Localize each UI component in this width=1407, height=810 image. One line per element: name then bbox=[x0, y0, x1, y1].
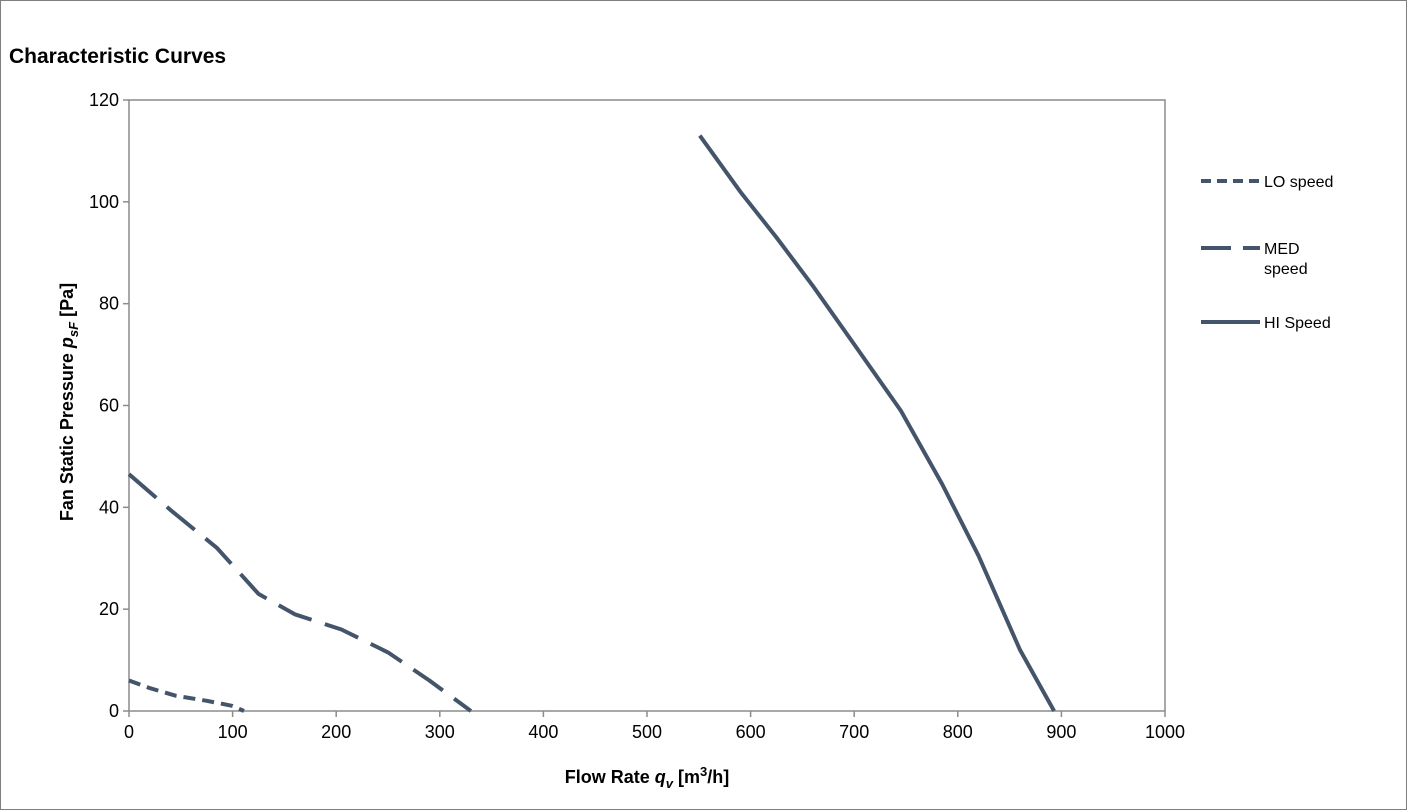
series-layer bbox=[127, 134, 1056, 713]
legend-label-med-speed: MED speed bbox=[1264, 241, 1308, 278]
chart-title: Characteristic Curves bbox=[9, 45, 227, 68]
x-tick-label: 500 bbox=[632, 722, 662, 742]
x-tick-label: 0 bbox=[124, 722, 134, 742]
legend-label-hi-speed: HI Speed bbox=[1264, 315, 1331, 332]
plot-area bbox=[128, 99, 1166, 712]
x-tick-label: 100 bbox=[218, 722, 248, 742]
legend-label-lo-speed: LO speed bbox=[1264, 174, 1333, 191]
y-tick-label: 20 bbox=[99, 599, 119, 619]
x-tick-label: 700 bbox=[839, 722, 869, 742]
x-axis-title: Flow Rate qv [m3/h] bbox=[565, 764, 729, 791]
series-line-med-speed bbox=[127, 472, 473, 713]
x-axis-ticks: 0 100 200 300 400 500 600 700 800 900 1000 bbox=[124, 711, 1185, 742]
y-tick-label: 100 bbox=[89, 192, 119, 212]
x-tick-label: 600 bbox=[736, 722, 766, 742]
series-line-hi-speed bbox=[698, 134, 1056, 712]
y-tick-label: 80 bbox=[99, 294, 119, 314]
y-axis-title: Fan Static Pressure psF [Pa] bbox=[57, 283, 81, 521]
x-tick-label: 400 bbox=[528, 722, 558, 742]
y-tick-label: 0 bbox=[109, 701, 119, 721]
y-tick-label: 40 bbox=[99, 497, 119, 517]
x-tick-label: 900 bbox=[1046, 722, 1076, 742]
x-tick-label: 300 bbox=[425, 722, 455, 742]
x-tick-label: 800 bbox=[943, 722, 973, 742]
x-tick-label: 200 bbox=[321, 722, 351, 742]
x-tick-label: 1000 bbox=[1145, 722, 1185, 742]
series-line-lo-speed bbox=[128, 678, 245, 713]
y-axis-ticks: 0 20 40 60 80 100 120 bbox=[89, 90, 129, 721]
legend: LO speed MED speed HI Speed bbox=[1201, 174, 1333, 332]
y-tick-label: 60 bbox=[99, 396, 119, 416]
y-tick-label: 120 bbox=[89, 90, 119, 110]
